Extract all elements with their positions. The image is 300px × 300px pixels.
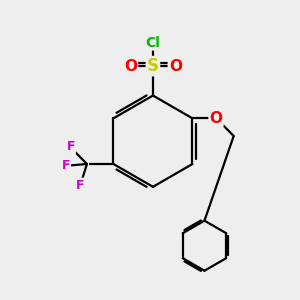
Text: S: S bbox=[147, 57, 159, 75]
Text: O: O bbox=[124, 58, 137, 74]
Text: O: O bbox=[209, 111, 223, 126]
Text: O: O bbox=[169, 58, 182, 74]
Text: F: F bbox=[76, 179, 85, 192]
Text: Cl: Cl bbox=[146, 35, 160, 50]
Text: F: F bbox=[61, 159, 70, 172]
Text: F: F bbox=[67, 140, 75, 153]
